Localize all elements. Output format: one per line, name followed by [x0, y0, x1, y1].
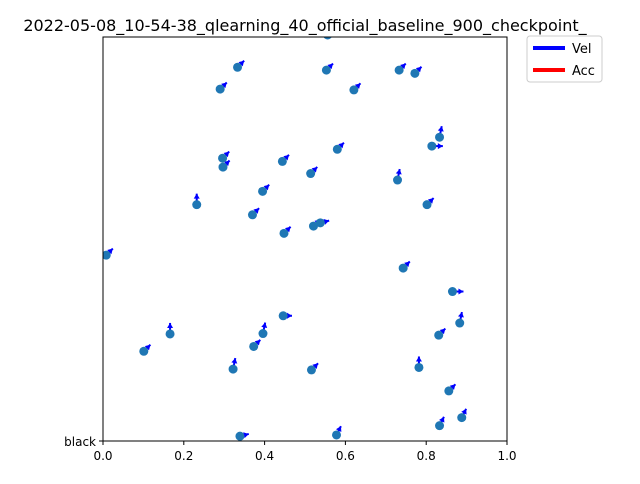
data-point [332, 430, 342, 440]
data-point [323, 37, 332, 40]
data-point [315, 218, 325, 228]
x-tick-label: 0.4 [255, 449, 274, 463]
data-point [235, 431, 245, 441]
data-point [410, 68, 420, 78]
data-point [247, 210, 257, 220]
data-point [455, 318, 465, 328]
data-point [218, 162, 228, 172]
data-point [277, 156, 287, 166]
y-axis-ticks: black [64, 435, 103, 449]
data-point [258, 329, 268, 339]
data-point [233, 62, 243, 72]
data-points [103, 37, 467, 441]
data-point [103, 250, 111, 260]
data-point [192, 200, 202, 210]
data-point [321, 65, 331, 75]
data-point [444, 386, 454, 396]
data-point [447, 287, 457, 297]
legend-label-acc: Acc [572, 64, 595, 79]
data-point [393, 175, 403, 185]
data-point [398, 263, 408, 273]
data-point [414, 362, 424, 372]
data-point [278, 311, 288, 321]
data-point [279, 228, 289, 238]
data-point [306, 169, 316, 179]
data-point [349, 85, 359, 95]
legend-label-vel: Vel [572, 42, 592, 57]
data-point [457, 413, 467, 423]
legend: Vel Acc [526, 35, 603, 83]
data-point [427, 141, 437, 151]
x-tick-label: 0.2 [174, 449, 193, 463]
x-axis-ticks: 0.0 0.2 0.4 0.6 0.8 1.0 [93, 441, 517, 463]
data-point [435, 421, 445, 431]
data-point [308, 221, 318, 231]
x-tick-label: 0.0 [93, 449, 112, 463]
chart-title: 2022-05-08_10-54-38_qlearning_40_officia… [23, 16, 587, 36]
data-point [394, 65, 404, 75]
data-point [165, 329, 175, 339]
data-point [306, 365, 316, 375]
data-point [434, 330, 444, 340]
data-point [332, 144, 342, 154]
data-point [139, 346, 149, 356]
y-tick-label: black [64, 435, 96, 449]
x-tick-label: 1.0 [497, 449, 516, 463]
data-point [228, 364, 238, 374]
data-point [215, 84, 225, 94]
data-point [258, 186, 268, 196]
x-tick-label: 0.6 [336, 449, 355, 463]
data-point [422, 200, 432, 210]
data-point [249, 341, 259, 351]
data-point [218, 153, 228, 163]
x-tick-label: 0.8 [417, 449, 436, 463]
data-point [435, 132, 445, 142]
plot-frame [102, 36, 508, 442]
